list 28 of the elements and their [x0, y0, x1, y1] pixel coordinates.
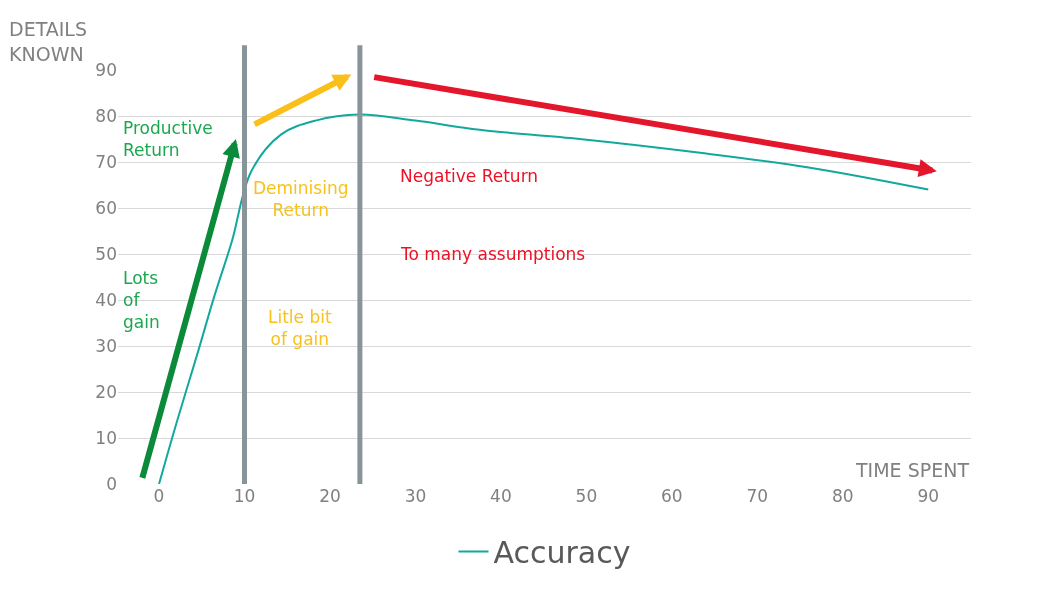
y-tick-label: 70 [95, 151, 117, 172]
x-tick-label: 40 [490, 486, 512, 506]
y-tick-label: 80 [95, 105, 117, 126]
x-tick-label: 20 [319, 486, 341, 506]
x-tick-label: 0 [153, 486, 165, 506]
y-tick-label: 40 [95, 289, 117, 310]
annotation: Litle bit of gain [268, 307, 332, 350]
annotation: Negative Return [400, 166, 539, 186]
legend-label: Accuracy [493, 535, 631, 571]
y-tick-label: 60 [95, 197, 117, 218]
x-tick-label: 50 [575, 486, 598, 506]
x-tick-label: 30 [404, 486, 427, 506]
x-tick-label: 10 [233, 486, 256, 506]
y-tick-label: 90 [95, 59, 117, 80]
y-tick-label: 10 [95, 427, 117, 448]
x-tick-label: 90 [917, 486, 940, 506]
x-tick-label: 60 [661, 486, 683, 506]
x-tick-label: 70 [746, 486, 769, 506]
annotation: Deminising Return [253, 178, 349, 221]
y-tick-label: 50 [95, 243, 117, 264]
annotation: To many assumptions [400, 244, 586, 264]
annotation: Lots of gain [123, 268, 160, 333]
y-tick-label: 20 [95, 381, 117, 402]
x-tick-label: 80 [831, 486, 854, 506]
y-tick-label: 30 [95, 335, 117, 356]
y-axis-title: DETAILS KNOWN [9, 18, 88, 65]
annotation: Productive Return [123, 118, 213, 161]
x-axis-title: TIME SPENT [855, 459, 970, 481]
